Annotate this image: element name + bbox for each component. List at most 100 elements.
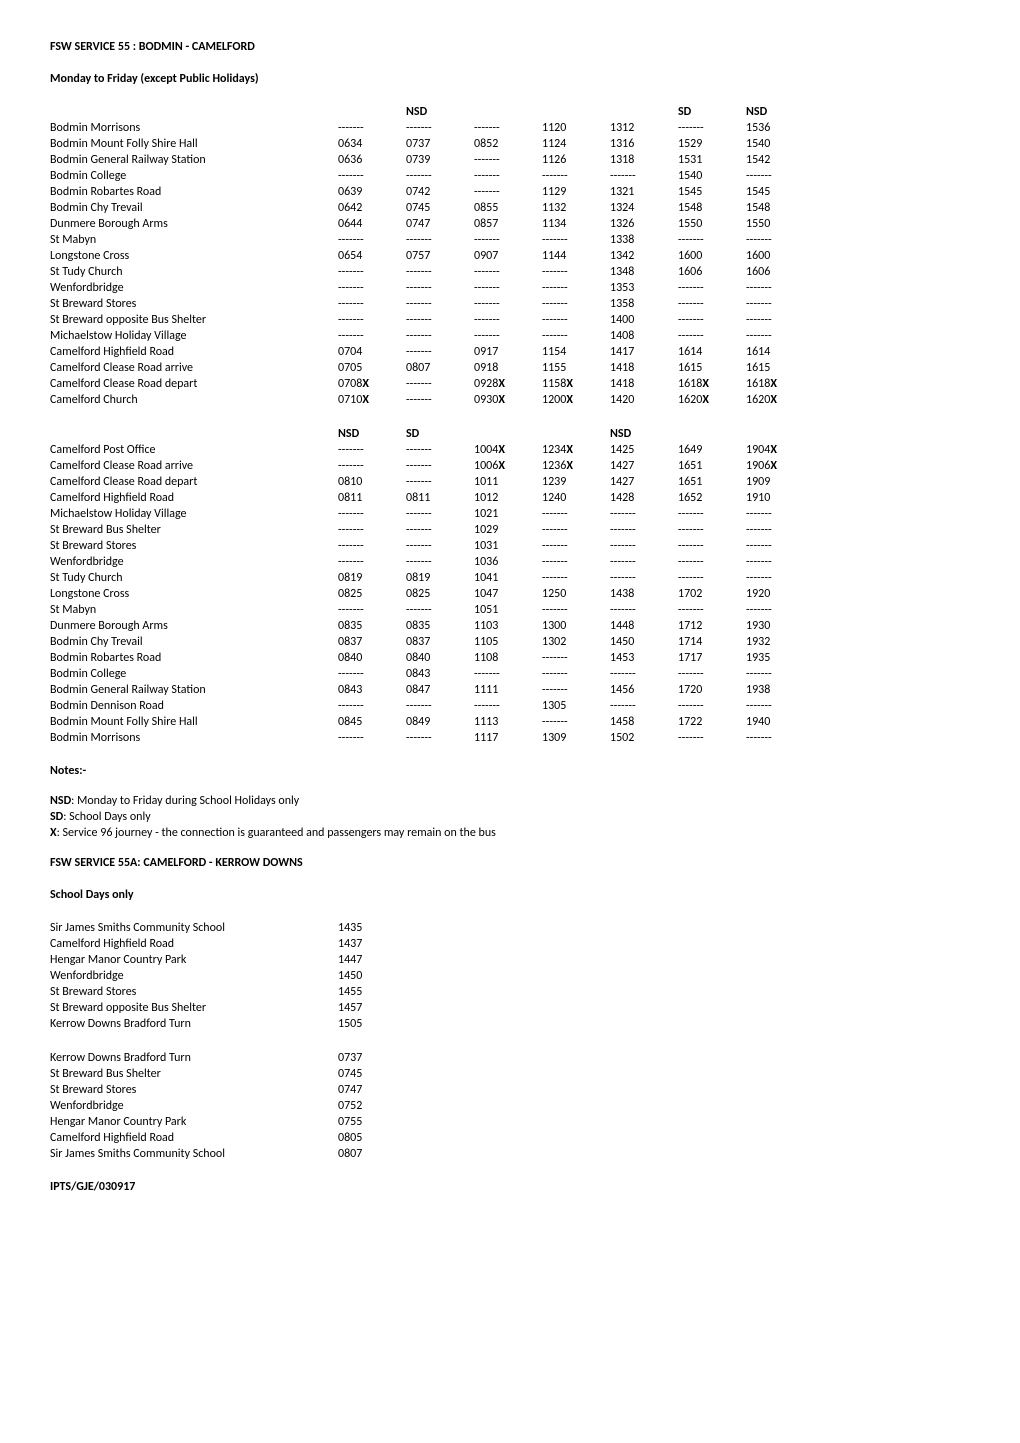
service-55a-outbound: Sir James Smiths Community School1435Cam… [50,920,406,1032]
time-cell: 1200X [542,392,610,408]
column-header [474,426,542,442]
stop-name: St Tudy Church [50,264,338,280]
time-cell: 0847 [406,682,474,698]
time-cell: ------- [338,602,406,618]
time-cell: ------- [746,522,814,538]
time-cell: 0855 [474,200,542,216]
table-row: Michaelstow Holiday Village-------------… [50,328,814,344]
table-row: Wenfordbridge1450 [50,968,406,984]
time-cell: 0747 [406,216,474,232]
time-cell: 1536 [746,120,814,136]
stop-name: Michaelstow Holiday Village [50,328,338,344]
time-cell: ------- [678,602,746,618]
stop-name: Kerrow Downs Bradford Turn [50,1016,338,1032]
table-row: Camelford Clease Road depart0708X-------… [50,376,814,392]
table-row: St Breward opposite Bus Shelter1457 [50,1000,406,1016]
time-cell: ------- [474,328,542,344]
time-cell: 1932 [746,634,814,650]
time-cell: ------- [542,538,610,554]
table-row: Dunmere Borough Arms06440747085711341326… [50,216,814,232]
time-cell: 1400 [610,312,678,328]
time-cell: ------- [406,344,474,360]
time-cell: 1324 [610,200,678,216]
stop-name: Dunmere Borough Arms [50,216,338,232]
time-cell: 1134 [542,216,610,232]
time-cell: 1338 [610,232,678,248]
time-cell: ------- [474,152,542,168]
document-footer: IPTS/GJE/030917 [50,1180,135,1194]
time-cell: ------- [474,312,542,328]
time-cell: ------- [542,280,610,296]
time-cell: ------- [746,602,814,618]
table-row: Bodmin Robartes Road06390742-------11291… [50,184,814,200]
stop-name: Longstone Cross [50,586,338,602]
time-cell: 1437 [338,936,406,952]
time-cell: ------- [746,554,814,570]
time-cell: 1540 [746,136,814,152]
time-cell: ------- [338,698,406,714]
time-cell: ------- [746,232,814,248]
time-cell: 1154 [542,344,610,360]
stop-name: St Breward Stores [50,984,338,1000]
time-cell: 1305 [542,698,610,714]
time-cell: 1418 [610,360,678,376]
time-cell: 1606 [678,264,746,280]
time-cell: 1447 [338,952,406,968]
table-row: Camelford Highfield Road0704-------09171… [50,344,814,360]
time-cell: ------- [678,232,746,248]
time-cell: ------- [746,666,814,682]
time-cell: 1606 [746,264,814,280]
time-cell: ------- [542,522,610,538]
column-header: SD [678,104,746,120]
time-cell: 1545 [678,184,746,200]
stop-name: Kerrow Downs Bradford Turn [50,1050,338,1066]
time-cell: ------- [406,698,474,714]
time-cell: ------- [406,280,474,296]
time-cell: ------- [678,120,746,136]
time-cell: 1011 [474,474,542,490]
time-cell: ------- [746,296,814,312]
table-row: Wenfordbridge--------------1036---------… [50,554,814,570]
table-row: Camelford Clease Road depart0810-------1… [50,474,814,490]
time-cell: 0705 [338,360,406,376]
time-cell: 1935 [746,650,814,666]
time-cell: ------- [610,570,678,586]
notes-section: Notes:- NSD: Monday to Friday during Sch… [50,764,970,840]
time-cell: 1456 [610,682,678,698]
stop-name: Michaelstow Holiday Village [50,506,338,522]
time-cell: ------- [474,698,542,714]
time-cell: 0837 [406,634,474,650]
time-cell: ------- [746,168,814,184]
table-row: St Mabyn----------------------------1338… [50,232,814,248]
time-cell: 1124 [542,136,610,152]
time-cell: 1342 [610,248,678,264]
stop-name: Camelford Highfield Road [50,1130,338,1146]
time-cell: 1909 [746,474,814,490]
time-cell: 1309 [542,730,610,746]
time-cell: 0837 [338,634,406,650]
time-cell: 1614 [678,344,746,360]
time-cell: ------- [746,312,814,328]
time-cell: ------- [678,570,746,586]
time-cell: ------- [542,682,610,698]
time-cell: 1234X [542,442,610,458]
column-header: SD [406,426,474,442]
time-cell: 1548 [746,200,814,216]
time-cell: ------- [678,698,746,714]
stop-name: Hengar Manor Country Park [50,952,338,968]
time-cell: 0805 [338,1130,406,1146]
time-cell: ------- [542,602,610,618]
table-row: Camelford Post Office--------------1004X… [50,442,814,458]
time-cell: 1930 [746,618,814,634]
time-cell: 1505 [338,1016,406,1032]
time-cell: 1012 [474,490,542,506]
table-row: Hengar Manor Country Park0755 [50,1114,406,1130]
time-cell: ------- [542,264,610,280]
time-cell: 1300 [542,618,610,634]
time-cell: ------- [406,264,474,280]
table-row: Michaelstow Holiday Village-------------… [50,506,814,522]
time-cell: 1620X [678,392,746,408]
note-line: NSD: Monday to Friday during School Holi… [50,794,970,808]
column-header: NSD [406,104,474,120]
stop-name: Camelford Highfield Road [50,344,338,360]
